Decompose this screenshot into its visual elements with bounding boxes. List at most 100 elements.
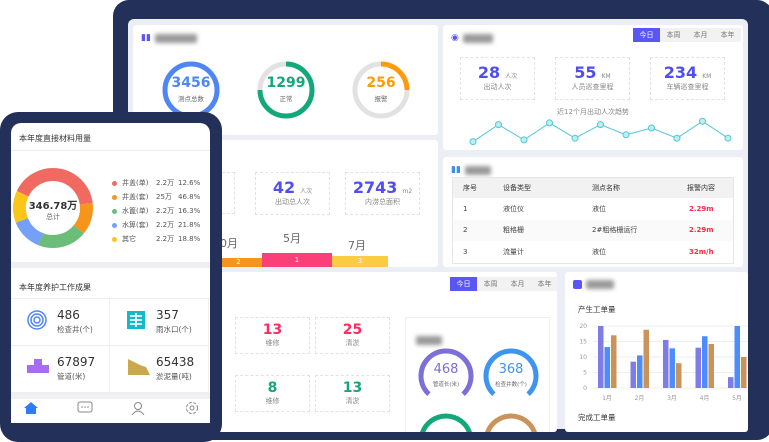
stat-value: 25	[342, 322, 363, 338]
eye-icon: ◉	[451, 33, 459, 43]
stat-value: 2743	[352, 178, 398, 197]
bar-month-label: 7月	[348, 239, 366, 252]
donut-slice	[15, 217, 44, 246]
table-cell: 粗格栅	[493, 219, 582, 241]
trend-point	[546, 119, 553, 127]
work-order-bar-chart: 0 5 10 15 20 1月 2月 3月 4月 5月	[579, 323, 748, 402]
flood-bar: 3	[332, 255, 388, 267]
tab-month[interactable]: 本月	[687, 28, 714, 42]
table-header: 测点名称	[582, 178, 677, 198]
trend-title: 近12个月出动人次趋势	[557, 108, 629, 116]
dredge-results-card: 468 管道长(米) 368 检查井数(个)	[405, 317, 550, 432]
donut-slice	[13, 190, 29, 223]
ring-gauge	[352, 61, 410, 119]
home-icon	[23, 400, 39, 419]
result-cell: 486 检查井(个)	[11, 299, 110, 346]
message-icon	[77, 400, 93, 419]
legend-amount: 2.2万	[156, 221, 175, 229]
donut-slice	[38, 224, 84, 248]
stat-unit: KM	[702, 73, 712, 80]
bar	[630, 361, 636, 388]
x-tick-label: 4月	[700, 395, 710, 402]
bar	[604, 347, 610, 388]
legend-dot	[112, 222, 117, 228]
bar	[728, 377, 734, 388]
trend-point	[571, 134, 579, 142]
stat-value: 55	[574, 63, 597, 82]
tab-today[interactable]: 今日	[633, 28, 660, 42]
nav-home[interactable]	[23, 400, 43, 420]
legend-amount: 2.2万	[156, 207, 175, 215]
nav-message[interactable]	[77, 400, 97, 420]
table-cell: 2.29m	[689, 204, 714, 213]
bar-value: 3	[357, 256, 363, 265]
table-cell: 2.29m	[677, 219, 733, 241]
tab-week[interactable]: 本周	[660, 28, 687, 42]
patrol-tabs: 今日 本周 本月 本年	[633, 28, 741, 42]
tab-today[interactable]: 今日	[450, 277, 477, 291]
materials-donut-chart	[13, 168, 93, 248]
work-order-panel: 产生工单量 0 5 10 15 20 1月 2月 3月 4月 5月 完成工单量	[565, 272, 748, 432]
y-tick-label: 0	[583, 385, 587, 392]
ring-stat: 3456 测点总数	[161, 60, 221, 120]
tab-year[interactable]: 本年	[531, 277, 557, 291]
nav-settings[interactable]	[184, 400, 204, 420]
ring-label: 测点总数	[178, 95, 204, 103]
maintenance-tabs: 今日 本周 本月 本年	[450, 277, 557, 291]
ring-value: 3456	[171, 75, 211, 91]
table-cell: 液位	[592, 204, 606, 213]
chart1-title: 产生工单量	[578, 305, 616, 314]
gauge-arc	[418, 348, 474, 397]
gauge: 468 管道长(米)	[418, 348, 474, 404]
table-row[interactable]: 1 液位仪 液位 2.29m	[453, 198, 733, 220]
ring-gauge	[257, 61, 315, 119]
total-value: 346.78万	[28, 201, 78, 212]
materials-title: 本年度直接材料用量	[19, 134, 91, 143]
stat-value: 13	[342, 380, 363, 396]
result-cell: 67897 管道(米)	[11, 346, 110, 393]
user-icon	[130, 400, 146, 419]
table-cell: 2#粗格栅运行	[582, 219, 677, 241]
patrol-panel: ◉ 今日 本周 本月 本年 28 人次 出动人次 55 KM 人员巡查里程 234 K…	[443, 25, 743, 150]
result-label: 检查井(个)	[57, 325, 93, 334]
settings-icon	[184, 400, 200, 419]
table-header: 序号	[453, 178, 493, 198]
tab-month[interactable]: 本月	[504, 277, 531, 291]
bar	[708, 343, 714, 388]
stat-box: 42 人次 出动总人次	[255, 172, 330, 215]
table-cell: 1	[463, 204, 468, 213]
stat-value: 13	[262, 322, 283, 338]
legend-dot	[112, 180, 117, 186]
legend-item: 井盖(单) 2.2万 12.6%	[112, 178, 200, 188]
table-row[interactable]: 2 粗格栅 2#粗格栅运行 2.29m	[453, 219, 733, 241]
gauge-label: 检查井数(个)	[495, 382, 527, 388]
tab-year[interactable]: 本年	[714, 28, 741, 42]
trend-line-chart	[469, 117, 732, 146]
stat-box: 28 人次 出动人次	[460, 57, 535, 100]
trend-point	[699, 117, 706, 125]
gauge: 368 检查井数(个)	[483, 348, 539, 404]
legend-pct: 21.8%	[178, 221, 201, 229]
stat-label: 出动总人次	[275, 198, 310, 206]
table-row[interactable]: 3 流量计 液位 32m/h	[453, 241, 733, 263]
stat-value: 28	[477, 63, 501, 82]
legend-item: 水箅(套) 2.2万 21.8%	[112, 220, 200, 230]
trend-point	[622, 131, 630, 139]
bar	[702, 336, 708, 388]
x-tick-label: 1月	[602, 395, 612, 402]
ring-value: 256	[366, 75, 396, 91]
y-tick-label: 15	[579, 339, 587, 346]
tab-week[interactable]: 本周	[477, 277, 504, 291]
bar	[643, 329, 649, 388]
nav-user[interactable]	[130, 400, 150, 420]
ring-stat: 256 报警	[351, 60, 411, 120]
legend-item: 井盖(套) 25万 46.8%	[112, 192, 200, 202]
network-realtime-panel: ▮▮ 3456 测点总数 1299 正常 256 报警	[133, 25, 438, 135]
y-tick-label: 5	[583, 370, 587, 377]
result-cell: 65438 淤泥量(吨)	[110, 346, 209, 393]
bar-value: 2	[236, 258, 241, 266]
results-title: 本年度养护工作成果	[19, 283, 91, 292]
stat-unit: 人次	[505, 73, 518, 80]
legend-dot	[112, 194, 117, 200]
x-tick-label: 2月	[635, 395, 645, 402]
